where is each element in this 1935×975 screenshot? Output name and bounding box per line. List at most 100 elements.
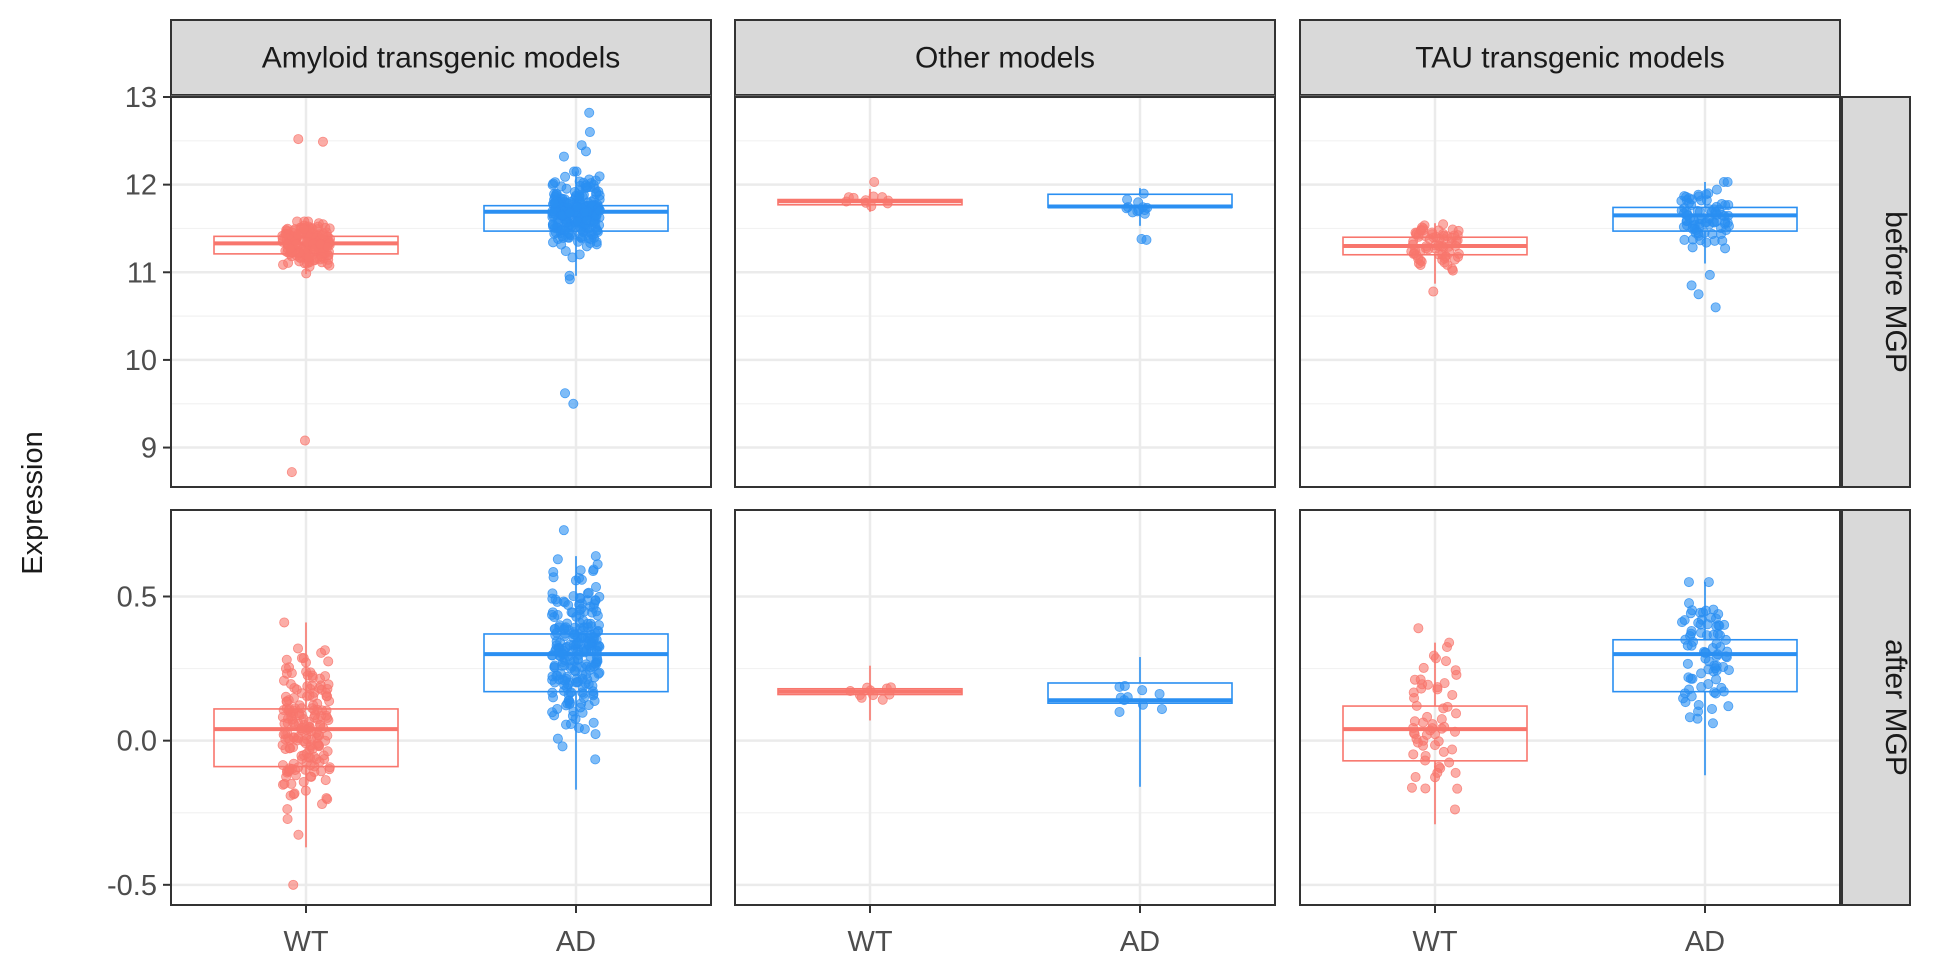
data-point — [1700, 647, 1711, 658]
data-point — [1415, 225, 1426, 236]
box-ad-r0-c1 — [1047, 188, 1233, 245]
data-point — [590, 729, 601, 740]
panel-r1-c0 — [171, 510, 711, 905]
data-point — [1711, 674, 1722, 685]
data-point — [1438, 746, 1449, 757]
data-point — [1685, 673, 1696, 684]
data-point — [1678, 693, 1689, 704]
outlier-point — [1710, 302, 1721, 313]
data-point — [286, 668, 297, 679]
data-point — [1703, 188, 1714, 199]
panel-r0-c0 — [171, 95, 711, 487]
data-point — [280, 728, 291, 739]
data-point — [279, 718, 290, 729]
data-point — [1711, 184, 1722, 195]
data-point — [294, 256, 305, 267]
data-point — [322, 730, 333, 741]
data-point — [547, 206, 558, 217]
data-point — [568, 706, 579, 717]
data-point — [1122, 692, 1133, 703]
data-point — [1142, 202, 1153, 213]
data-point — [551, 636, 562, 647]
data-point — [580, 180, 591, 191]
data-point — [885, 682, 896, 693]
data-point — [1444, 757, 1455, 768]
data-point — [877, 192, 888, 203]
data-point — [1439, 721, 1450, 732]
box-wt-r0-c1 — [777, 177, 963, 212]
data-point — [1723, 701, 1734, 712]
outlier-point — [560, 388, 571, 399]
data-point — [296, 703, 307, 714]
data-point — [549, 660, 560, 671]
data-point — [1447, 263, 1458, 274]
data-point — [1442, 701, 1453, 712]
data-point — [297, 753, 308, 764]
data-point — [1439, 678, 1450, 689]
data-point — [548, 198, 559, 209]
data-point — [554, 622, 565, 633]
data-point — [1686, 691, 1697, 702]
data-point — [588, 717, 599, 728]
x-tick-label: AD — [1120, 926, 1160, 958]
data-point — [1450, 767, 1461, 778]
data-point — [1679, 191, 1690, 202]
data-point — [1696, 195, 1707, 206]
data-point — [305, 771, 316, 782]
data-point — [282, 804, 293, 815]
outlier-point — [1704, 269, 1715, 280]
outlier-point — [584, 127, 595, 138]
panel-border — [170, 96, 712, 488]
data-point — [862, 682, 873, 693]
data-point — [324, 762, 335, 773]
data-point — [285, 790, 296, 801]
data-point — [317, 799, 328, 810]
facet-strip-col-1 — [734, 19, 1276, 96]
data-point — [283, 766, 294, 777]
outlier-point — [1428, 286, 1439, 297]
x-tick-label: AD — [1685, 926, 1725, 958]
data-point — [1444, 637, 1455, 648]
data-point — [1114, 706, 1125, 717]
data-point — [1451, 669, 1462, 680]
outlier-point — [1136, 233, 1147, 244]
y-axis-label: Expression — [17, 431, 49, 574]
box-wt-r1-c0 — [213, 617, 399, 890]
data-point — [1693, 700, 1704, 711]
panel-background — [735, 510, 1275, 905]
data-point — [1720, 200, 1731, 211]
box-wt-r1-c2 — [1342, 623, 1528, 825]
data-point — [1710, 688, 1721, 699]
box-wt-r1-c1 — [777, 665, 963, 721]
data-point — [1706, 703, 1717, 714]
data-point — [588, 632, 599, 643]
data-point — [1407, 239, 1418, 250]
data-point — [574, 190, 585, 201]
data-point — [1440, 251, 1451, 262]
data-point — [549, 612, 560, 623]
data-point — [565, 655, 576, 666]
data-point — [323, 656, 334, 667]
data-point — [1424, 234, 1435, 245]
panel-border — [734, 96, 1276, 488]
data-point — [1681, 206, 1692, 217]
data-point — [549, 710, 560, 721]
facet-strip-col-0 — [170, 19, 712, 96]
panel-r0-c1 — [735, 95, 1275, 487]
x-tick-label: WT — [283, 926, 328, 958]
outlier-point — [317, 136, 328, 147]
data-point — [594, 171, 605, 182]
box-iqr — [1342, 705, 1528, 762]
outlier-point — [299, 435, 310, 446]
data-point — [856, 692, 867, 703]
data-point — [585, 618, 596, 629]
data-point — [1408, 749, 1419, 760]
facet-strip-col-2 — [1299, 19, 1841, 96]
data-point — [1707, 229, 1718, 240]
data-point — [1716, 228, 1727, 239]
panel-background — [1300, 97, 1840, 487]
data-point — [1154, 688, 1165, 699]
data-point — [1409, 729, 1420, 740]
data-point — [1712, 628, 1723, 639]
